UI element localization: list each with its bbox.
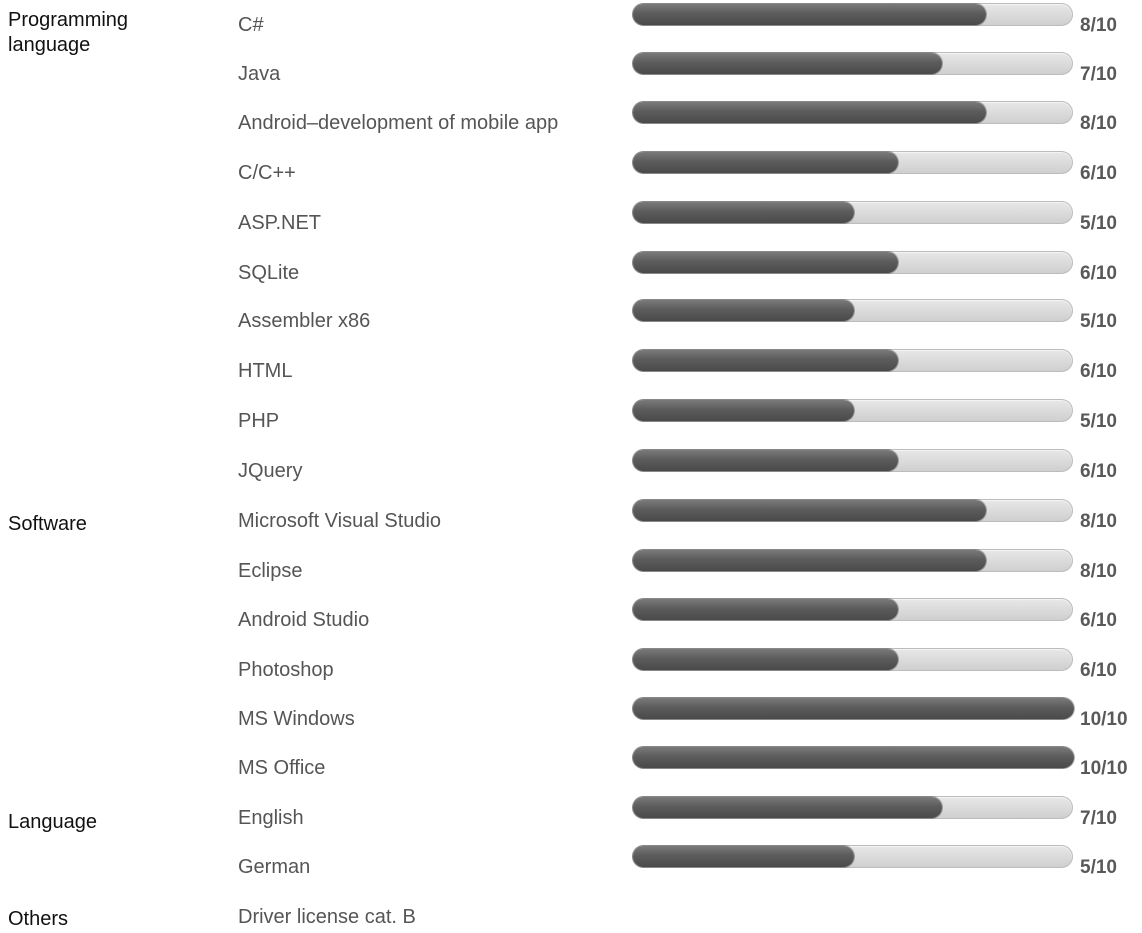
skill-score: 5/10 [1080, 411, 1117, 432]
category-others: Others [8, 908, 69, 930]
skill-bar-track [632, 201, 1073, 224]
skill-score: 10/10 [1080, 709, 1128, 730]
skill-label: MS Windows [238, 708, 355, 730]
skill-label: Java [238, 63, 281, 85]
skill-bar-fill [633, 846, 854, 867]
skill-bar-track [632, 746, 1074, 769]
skill-bar-track [632, 3, 1073, 26]
skill-label: Photoshop [238, 659, 334, 681]
skill-bar-fill [633, 300, 854, 321]
skill-bar-fill [633, 500, 986, 521]
skill-bar-fill [633, 797, 942, 818]
skill-score: 6/10 [1080, 263, 1117, 284]
skill-label: Eclipse [238, 560, 303, 582]
skill-label: Microsoft Visual Studio [238, 510, 442, 532]
skill-bar-track [632, 399, 1073, 422]
skill-label: PHP [238, 410, 280, 432]
skill-label: C# [238, 14, 264, 36]
skill-score: 7/10 [1080, 808, 1117, 829]
skill-bar-track [632, 101, 1073, 124]
skill-bar-fill [633, 649, 898, 670]
skill-score: 10/10 [1080, 758, 1128, 779]
skill-score: 8/10 [1080, 113, 1117, 134]
skill-bar-fill [633, 698, 1074, 719]
skill-bar-track [632, 499, 1073, 522]
skill-bar-fill [633, 599, 898, 620]
skill-label: Driver license cat. B [238, 906, 416, 928]
skill-score: 5/10 [1080, 857, 1117, 878]
skill-label: English [238, 807, 304, 829]
skill-score: 6/10 [1080, 163, 1117, 184]
skill-score: 6/10 [1080, 461, 1117, 482]
skill-label: HTML [238, 360, 293, 382]
skill-bar-track [632, 251, 1073, 274]
category-language: Language [8, 811, 97, 833]
skill-bar-fill [633, 202, 854, 223]
skill-label: ASP.NET [238, 212, 321, 234]
skill-score: 6/10 [1080, 361, 1117, 382]
skill-bar-track [632, 549, 1073, 572]
skill-bar-track [632, 449, 1073, 472]
skill-label: SQLite [238, 262, 300, 284]
skill-bar-fill [633, 53, 942, 74]
skill-label: Android Studio [238, 609, 370, 631]
skill-label: C/C++ [238, 162, 296, 184]
skill-label: Assembler x86 [238, 310, 371, 332]
skill-bar-track [632, 52, 1073, 75]
category-programming-language: Programming language [8, 9, 129, 56]
skill-bar-track [632, 299, 1073, 322]
skill-bar-fill [633, 747, 1074, 768]
skill-bar-track [632, 648, 1073, 671]
skill-bar-fill [633, 400, 854, 421]
skill-bar-track [632, 151, 1073, 174]
skill-bar-track [632, 349, 1073, 372]
skill-bar-track [632, 845, 1073, 868]
skill-label: JQuery [238, 460, 303, 482]
skill-label: Android–development of mobile app [238, 112, 559, 134]
skill-bar-track [632, 598, 1073, 621]
skill-bar-fill [633, 252, 898, 273]
skill-bar-fill [633, 450, 898, 471]
skill-score: 8/10 [1080, 15, 1117, 36]
skill-label: MS Office [238, 757, 326, 779]
skill-score: 6/10 [1080, 610, 1117, 631]
skill-score: 7/10 [1080, 64, 1117, 85]
skill-bar-fill [633, 102, 986, 123]
skill-bar-fill [633, 350, 898, 371]
skill-bar-track [632, 796, 1073, 819]
skill-label: German [238, 856, 311, 878]
skill-bar-fill [633, 152, 898, 173]
skill-bar-fill [633, 550, 986, 571]
skill-score: 8/10 [1080, 561, 1117, 582]
skill-score: 6/10 [1080, 660, 1117, 681]
skill-score: 5/10 [1080, 213, 1117, 234]
skill-score: 5/10 [1080, 311, 1117, 332]
category-software: Software [8, 513, 87, 535]
skill-bar-fill [633, 4, 986, 25]
skill-score: 8/10 [1080, 511, 1117, 532]
skill-bar-track [632, 697, 1074, 720]
